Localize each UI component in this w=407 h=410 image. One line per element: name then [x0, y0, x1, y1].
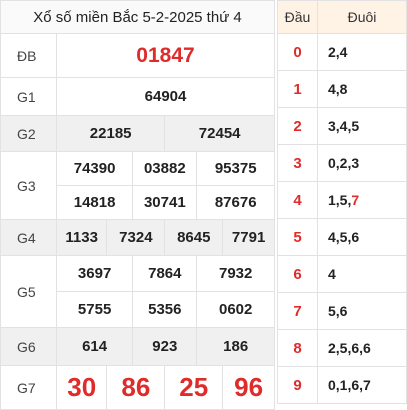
loto-tail-text: 1,5, [328, 192, 352, 208]
prize-label-g7: G7 [0, 365, 57, 410]
loto-tail-highlight: 7 [351, 192, 360, 208]
loto-head: 5 [277, 218, 318, 256]
loto-head: 3 [277, 144, 318, 182]
loto-tail: 4 [317, 255, 407, 293]
loto-row: 3 0,2,3 [277, 144, 407, 182]
row-g6: G6 614 923 186 [0, 327, 275, 366]
row-g7: G7 30 86 25 96 [0, 365, 275, 410]
prize-value: 22185 [55, 115, 166, 152]
loto-head: 6 [277, 255, 318, 293]
prize-value: 96 [222, 365, 275, 410]
prize-value: 64904 [56, 77, 275, 116]
row-g2: G2 22185 72454 [0, 115, 275, 152]
row-g3b: 14818 30741 87676 [1, 185, 275, 220]
loto-tail: 1,5,7 [317, 181, 407, 219]
loto-tail: 2,5,6,6 [317, 329, 407, 367]
prize-value: 5755 [55, 291, 134, 328]
loto-head: 9 [277, 366, 318, 404]
prize-value: 72454 [164, 115, 275, 152]
loto-table: Đầu Đuôi 0 2,4 1 4,8 2 3,4,5 3 0,2,3 4 1,5,7 … [277, 0, 407, 404]
prize-value: 87676 [196, 185, 275, 220]
row-g5b: 5755 5356 0602 [1, 291, 275, 328]
row-g5: G5 3697 7864 7932 [0, 255, 275, 328]
head-column-label: Đầu [277, 0, 318, 34]
loto-row: 8 2,5,6,6 [277, 329, 407, 367]
loto-row: 4 1,5,7 [277, 181, 407, 219]
loto-head: 4 [277, 181, 318, 219]
loto-tail: 2,4 [317, 33, 407, 71]
prize-value: 8645 [164, 219, 224, 256]
row-g4: G4 1133 7324 8645 7791 [0, 219, 275, 256]
prize-label-g2: G2 [0, 115, 57, 152]
row-g1: G1 64904 [0, 77, 275, 116]
prize-label-g1: G1 [0, 77, 57, 116]
loto-tail: 0,2,3 [317, 144, 407, 182]
tail-column-label: Đuôi [317, 0, 407, 34]
results-table: Xổ số miền Bắc 5-2-2025 thứ 4 ĐB 01847 G… [0, 0, 275, 410]
loto-row: 1 4,8 [277, 70, 407, 108]
prize-value: 7932 [196, 255, 275, 292]
prize-value: 614 [55, 327, 134, 366]
loto-tail: 3,4,5 [317, 107, 407, 145]
prize-value: 14818 [55, 185, 134, 220]
loto-row: 5 4,5,6 [277, 218, 407, 256]
prize-label-db: ĐB [0, 33, 57, 78]
loto-head: 7 [277, 292, 318, 330]
loto-row: 7 5,6 [277, 292, 407, 330]
prize-value: 7324 [106, 219, 166, 256]
prize-value: 25 [164, 365, 224, 410]
loto-head: 0 [277, 33, 318, 71]
prize-value: 5356 [132, 291, 198, 328]
loto-tail: 5,6 [317, 292, 407, 330]
prize-label-g5: G5 [0, 255, 57, 328]
prize-value: 30 [55, 365, 108, 410]
loto-tail: 4,8 [317, 70, 407, 108]
prize-value: 95375 [196, 151, 275, 186]
prize-label-g4: G4 [0, 219, 57, 256]
loto-row: 0 2,4 [277, 33, 407, 71]
prize-value: 923 [132, 327, 198, 366]
results-title: Xổ số miền Bắc 5-2-2025 thứ 4 [0, 0, 275, 34]
prize-value: 1133 [55, 219, 108, 256]
prize-value: 74390 [55, 151, 134, 186]
loto-header: Đầu Đuôi [277, 0, 407, 34]
prize-value: 7791 [222, 219, 275, 256]
prize-value: 03882 [132, 151, 198, 186]
loto-head: 8 [277, 329, 318, 367]
row-g3: G3 74390 03882 95375 [0, 151, 275, 220]
loto-tail: 0,1,6,7 [317, 366, 407, 404]
prize-value: 7864 [132, 255, 198, 292]
prize-value: 30741 [132, 185, 198, 220]
loto-tail: 4,5,6 [317, 218, 407, 256]
prize-label-g3: G3 [0, 151, 57, 220]
special-prize: 01847 [56, 33, 275, 78]
prize-value: 186 [196, 327, 275, 366]
prize-value: 86 [106, 365, 166, 410]
loto-head: 1 [277, 70, 318, 108]
prize-value: 3697 [55, 255, 134, 292]
loto-row: 2 3,4,5 [277, 107, 407, 145]
prize-value: 0602 [196, 291, 275, 328]
loto-row: 9 0,1,6,7 [277, 366, 407, 404]
row-db: ĐB 01847 [0, 33, 275, 78]
loto-head: 2 [277, 107, 318, 145]
prize-label-g6: G6 [0, 327, 57, 366]
